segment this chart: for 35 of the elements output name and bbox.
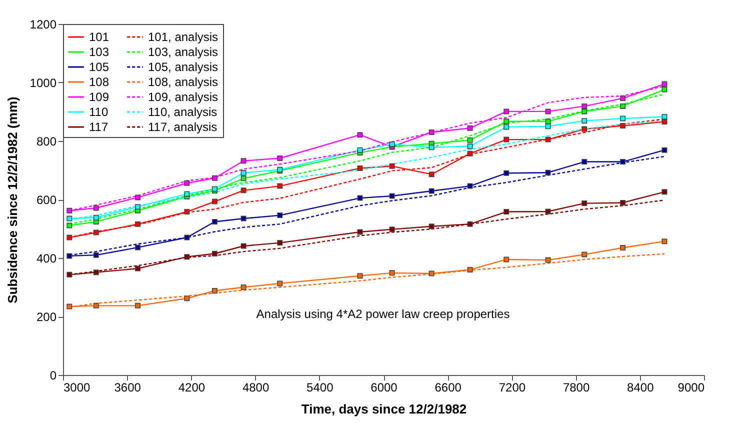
legend-label: 101 [89, 30, 110, 44]
legend-label: 117 [89, 120, 108, 134]
y-tick-label: 600 [36, 193, 57, 207]
x-tick-label: 5400 [306, 380, 334, 394]
y-tick-label: 200 [36, 310, 57, 324]
x-tick-label: 6000 [370, 380, 398, 394]
x-tick-label: 7800 [562, 380, 590, 394]
legend-label: 110, analysis [148, 105, 218, 119]
y-tick-label: 1200 [30, 18, 57, 32]
legend-label: 103 [89, 45, 110, 59]
legend-label: 105 [89, 60, 110, 74]
y-tick-label: 1000 [30, 76, 57, 90]
legend-label: 109 [89, 90, 110, 104]
x-tick-label: 9000 [678, 380, 705, 394]
x-axis-title: Time, days since 12/2/1982 [301, 402, 467, 416]
legend-label: 105, analysis [148, 60, 218, 74]
y-tick-label: 0 [50, 368, 57, 382]
x-tick-label: 4800 [242, 380, 270, 394]
legend-label: 117, analysis [148, 120, 218, 134]
legend-label: 109, analysis [148, 90, 218, 104]
x-tick-label: 3000 [64, 380, 91, 394]
legend-label: 103, analysis [148, 45, 218, 59]
x-tick-label: 6600 [434, 380, 462, 394]
legend-label: 108 [89, 75, 110, 89]
legend-label: 101, analysis [148, 30, 218, 44]
x-tick-label: 8400 [627, 380, 654, 394]
y-axis-title: Subsidence since 12/2/1982 (mm) [4, 96, 20, 304]
x-tick-label: 3600 [114, 380, 142, 394]
x-tick-label: 7200 [498, 380, 526, 394]
legend-label: 110 [89, 105, 108, 119]
x-tick-label: 4200 [178, 380, 206, 394]
y-tick-label: 400 [36, 252, 57, 266]
annotation: Analysis using 4*A2 power law creep properties [256, 307, 510, 321]
legend-label: 108, analysis [148, 75, 218, 89]
y-tick-label: 800 [36, 134, 57, 148]
